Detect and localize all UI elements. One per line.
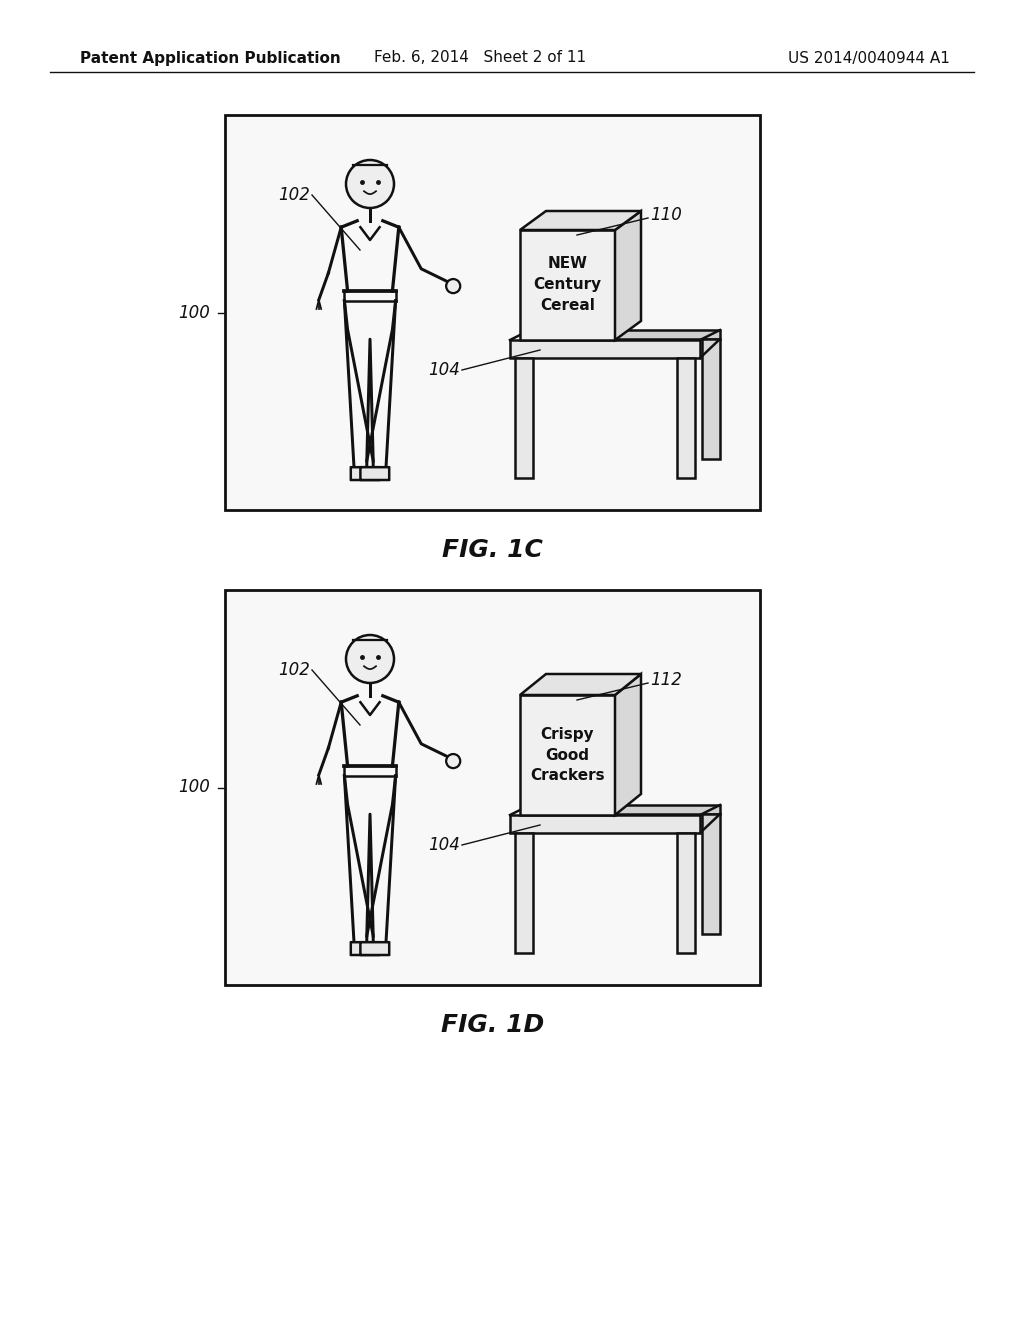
Bar [530,805,720,814]
Text: 100: 100 [178,304,210,322]
Bar [530,330,720,339]
Text: 102: 102 [279,661,310,678]
Bar [225,115,760,510]
Text: 110: 110 [650,206,682,224]
Bar [510,814,700,833]
Bar [225,590,760,985]
Bar [702,339,720,459]
Polygon shape [615,675,641,814]
FancyBboxPatch shape [360,942,389,954]
Bar [515,358,534,478]
Text: Crispy
Good
Crackers: Crispy Good Crackers [530,726,605,784]
Text: 104: 104 [428,360,460,379]
Text: 102: 102 [279,186,310,205]
Bar [520,230,615,341]
Circle shape [446,279,460,293]
Circle shape [446,754,460,768]
Polygon shape [615,211,641,341]
Text: FIG. 1C: FIG. 1C [442,539,543,562]
Circle shape [346,635,394,682]
Bar [510,341,700,358]
Text: FIG. 1D: FIG. 1D [441,1012,544,1038]
Bar [702,814,720,935]
Text: NEW
Century
Cereal: NEW Century Cereal [534,256,601,314]
Bar [677,358,694,478]
Bar [677,833,694,953]
FancyBboxPatch shape [351,942,380,954]
Text: 112: 112 [650,671,682,689]
FancyBboxPatch shape [360,467,389,480]
Text: Feb. 6, 2014   Sheet 2 of 11: Feb. 6, 2014 Sheet 2 of 11 [374,50,586,66]
FancyBboxPatch shape [351,467,380,480]
Polygon shape [520,675,641,696]
Circle shape [346,160,394,209]
Bar [515,833,534,953]
Bar [520,696,615,814]
Text: US 2014/0040944 A1: US 2014/0040944 A1 [788,50,950,66]
Text: 104: 104 [428,836,460,854]
Text: Patent Application Publication: Patent Application Publication [80,50,341,66]
Polygon shape [520,211,641,230]
Text: 100: 100 [178,779,210,796]
